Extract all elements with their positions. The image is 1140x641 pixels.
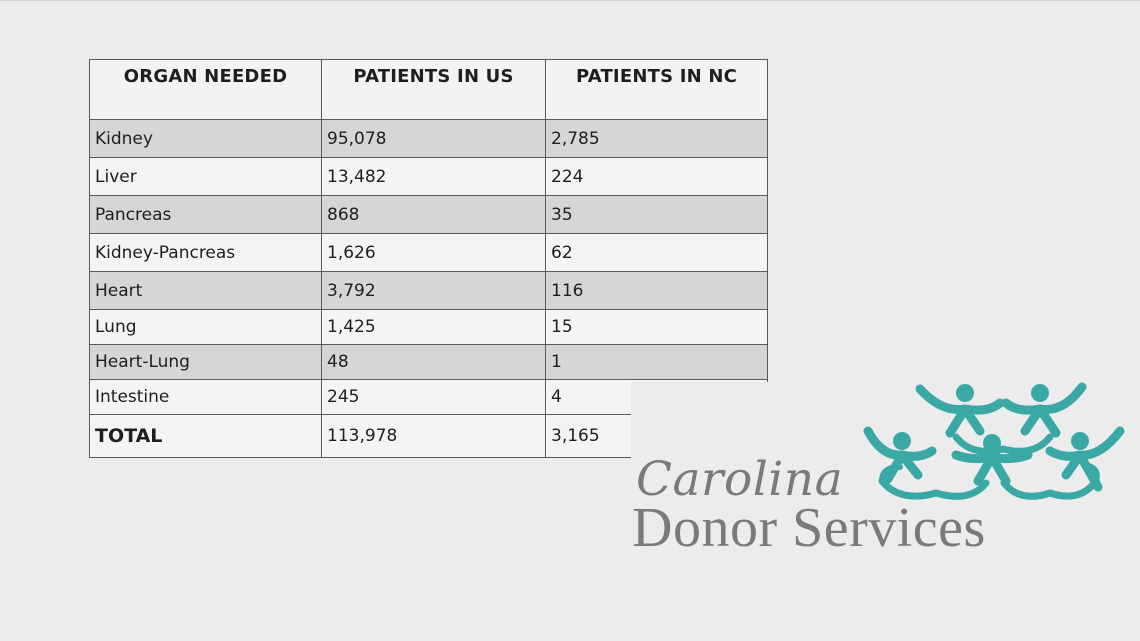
nc-count-cell: 224	[545, 157, 768, 196]
table-row: Kidney 95,078 2,785	[89, 119, 768, 158]
organ-waitlist-table: ORGAN NEEDED PATIENTS IN US PATIENTS IN …	[89, 59, 768, 458]
table-row: Heart 3,792 116	[89, 271, 768, 310]
total-us-cell: 113,978	[321, 414, 546, 458]
nc-count-cell: 2,785	[545, 119, 768, 158]
header-patients-us: PATIENTS IN US	[321, 59, 546, 120]
nc-count-cell: 116	[545, 271, 768, 310]
us-count-cell: 13,482	[321, 157, 546, 196]
us-count-cell: 95,078	[321, 119, 546, 158]
organ-cell: Kidney-Pancreas	[89, 233, 322, 272]
us-count-cell: 3,792	[321, 271, 546, 310]
header-patients-nc: PATIENTS IN NC	[545, 59, 768, 120]
organ-cell: Liver	[89, 157, 322, 196]
logo-text-donor-services: Donor Services	[632, 497, 986, 559]
nc-count-cell: 15	[545, 309, 768, 345]
organ-cell: Lung	[89, 309, 322, 345]
table-row: Kidney-Pancreas 1,626 62	[89, 233, 768, 272]
top-border	[0, 0, 1140, 1]
organ-cell: Heart	[89, 271, 322, 310]
nc-count-cell: 1	[545, 344, 768, 380]
logo-text-carolina: Carolina	[636, 452, 844, 507]
table-header-row: ORGAN NEEDED PATIENTS IN US PATIENTS IN …	[89, 59, 768, 120]
donor-figures-icon	[863, 382, 1125, 500]
table-row: Heart-Lung 48 1	[89, 344, 768, 380]
organ-cell: Kidney	[89, 119, 322, 158]
total-label: TOTAL	[89, 414, 322, 458]
us-count-cell: 48	[321, 344, 546, 380]
nc-count-cell: 35	[545, 195, 768, 234]
organ-cell: Pancreas	[89, 195, 322, 234]
organ-cell: Heart-Lung	[89, 344, 322, 380]
header-organ-needed: ORGAN NEEDED	[89, 59, 322, 120]
table-row: Pancreas 868 35	[89, 195, 768, 234]
us-count-cell: 1,626	[321, 233, 546, 272]
nc-count-cell: 62	[545, 233, 768, 272]
table-row: Liver 13,482 224	[89, 157, 768, 196]
organ-cell: Intestine	[89, 379, 322, 415]
us-count-cell: 1,425	[321, 309, 546, 345]
us-count-cell: 868	[321, 195, 546, 234]
table-row: Lung 1,425 15	[89, 309, 768, 345]
us-count-cell: 245	[321, 379, 546, 415]
